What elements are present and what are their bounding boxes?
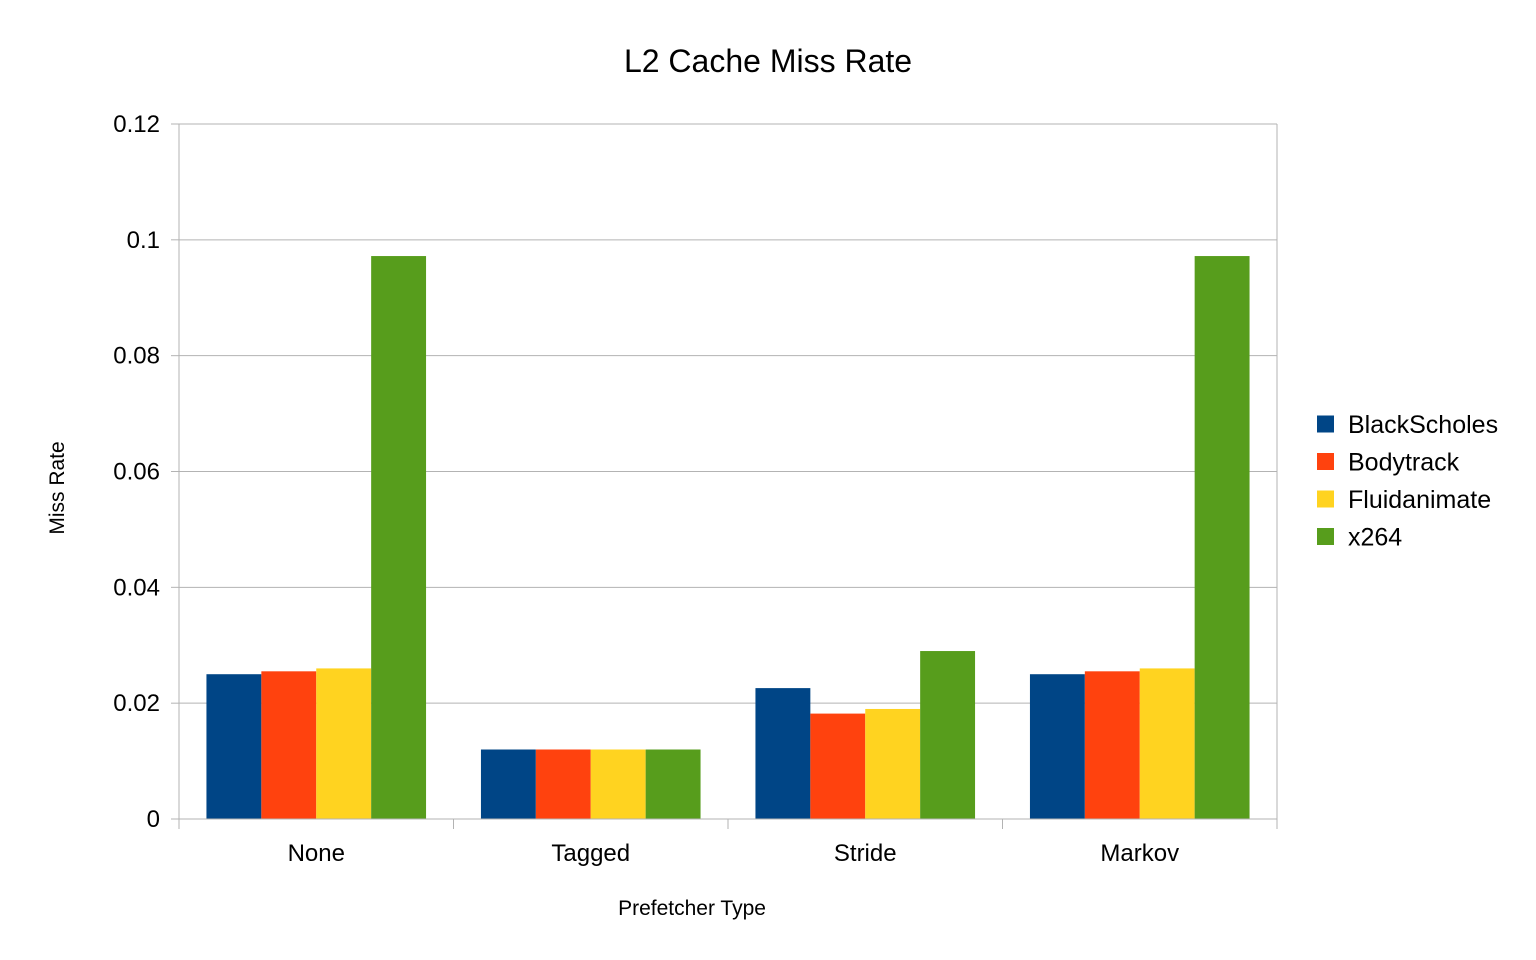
legend-label: BlackScholes bbox=[1348, 411, 1498, 439]
bar-bodytrack-none bbox=[261, 671, 317, 819]
x-tick-label: Markov bbox=[1100, 840, 1179, 867]
bar-bodytrack-stride bbox=[810, 713, 866, 819]
legend-label: x264 bbox=[1348, 524, 1402, 552]
x-tick-label: Tagged bbox=[551, 840, 630, 867]
bar-blackscholes-markov bbox=[1029, 674, 1085, 819]
legend-swatch bbox=[1317, 528, 1334, 545]
y-tick-label: 0.02 bbox=[113, 690, 160, 717]
x-tick-label: Stride bbox=[834, 840, 897, 867]
legend: BlackScholes Bodytrack Fluidanimate x264 bbox=[1317, 411, 1498, 552]
x-tick-labels: None Tagged Stride Markov bbox=[288, 840, 1180, 867]
y-tick-label: 0.06 bbox=[113, 459, 160, 486]
bar-blackscholes-tagged bbox=[480, 749, 536, 819]
bar-x264-stride bbox=[920, 651, 976, 819]
y-tick-label: 0.08 bbox=[113, 343, 160, 370]
bar-bodytrack-markov bbox=[1084, 671, 1140, 819]
chart-title: L2 Cache Miss Rate bbox=[624, 43, 912, 79]
bar-blackscholes-none bbox=[206, 674, 262, 819]
bar-x264-none bbox=[371, 256, 427, 819]
x-axis-title: Prefetcher Type bbox=[618, 897, 766, 920]
y-tick-label: 0.04 bbox=[113, 574, 160, 601]
bar-x264-tagged bbox=[645, 749, 701, 819]
bar-fluidanimate-tagged bbox=[590, 749, 646, 819]
y-tick-label: 0.1 bbox=[127, 227, 160, 254]
legend-label: Bodytrack bbox=[1348, 449, 1460, 477]
bar-bodytrack-tagged bbox=[535, 749, 591, 819]
bar-blackscholes-stride bbox=[755, 688, 811, 819]
bar-fluidanimate-markov bbox=[1139, 668, 1195, 819]
bars bbox=[206, 256, 1250, 819]
legend-swatch bbox=[1317, 490, 1334, 508]
bar-x264-markov bbox=[1194, 256, 1250, 819]
y-tick-labels: 0 0.02 0.04 0.06 0.08 0.1 0.12 bbox=[113, 111, 160, 833]
bar-fluidanimate-stride bbox=[865, 708, 921, 819]
y-tick-label: 0.12 bbox=[113, 111, 160, 138]
y-tick-label: 0 bbox=[147, 806, 160, 833]
y-axis-title: Miss Rate bbox=[46, 441, 69, 534]
legend-swatch bbox=[1317, 415, 1334, 433]
bar-fluidanimate-none bbox=[316, 668, 372, 819]
legend-swatch bbox=[1317, 453, 1334, 470]
legend-label: Fluidanimate bbox=[1348, 486, 1491, 514]
axes bbox=[171, 123, 1278, 829]
x-tick-label: None bbox=[288, 840, 345, 867]
